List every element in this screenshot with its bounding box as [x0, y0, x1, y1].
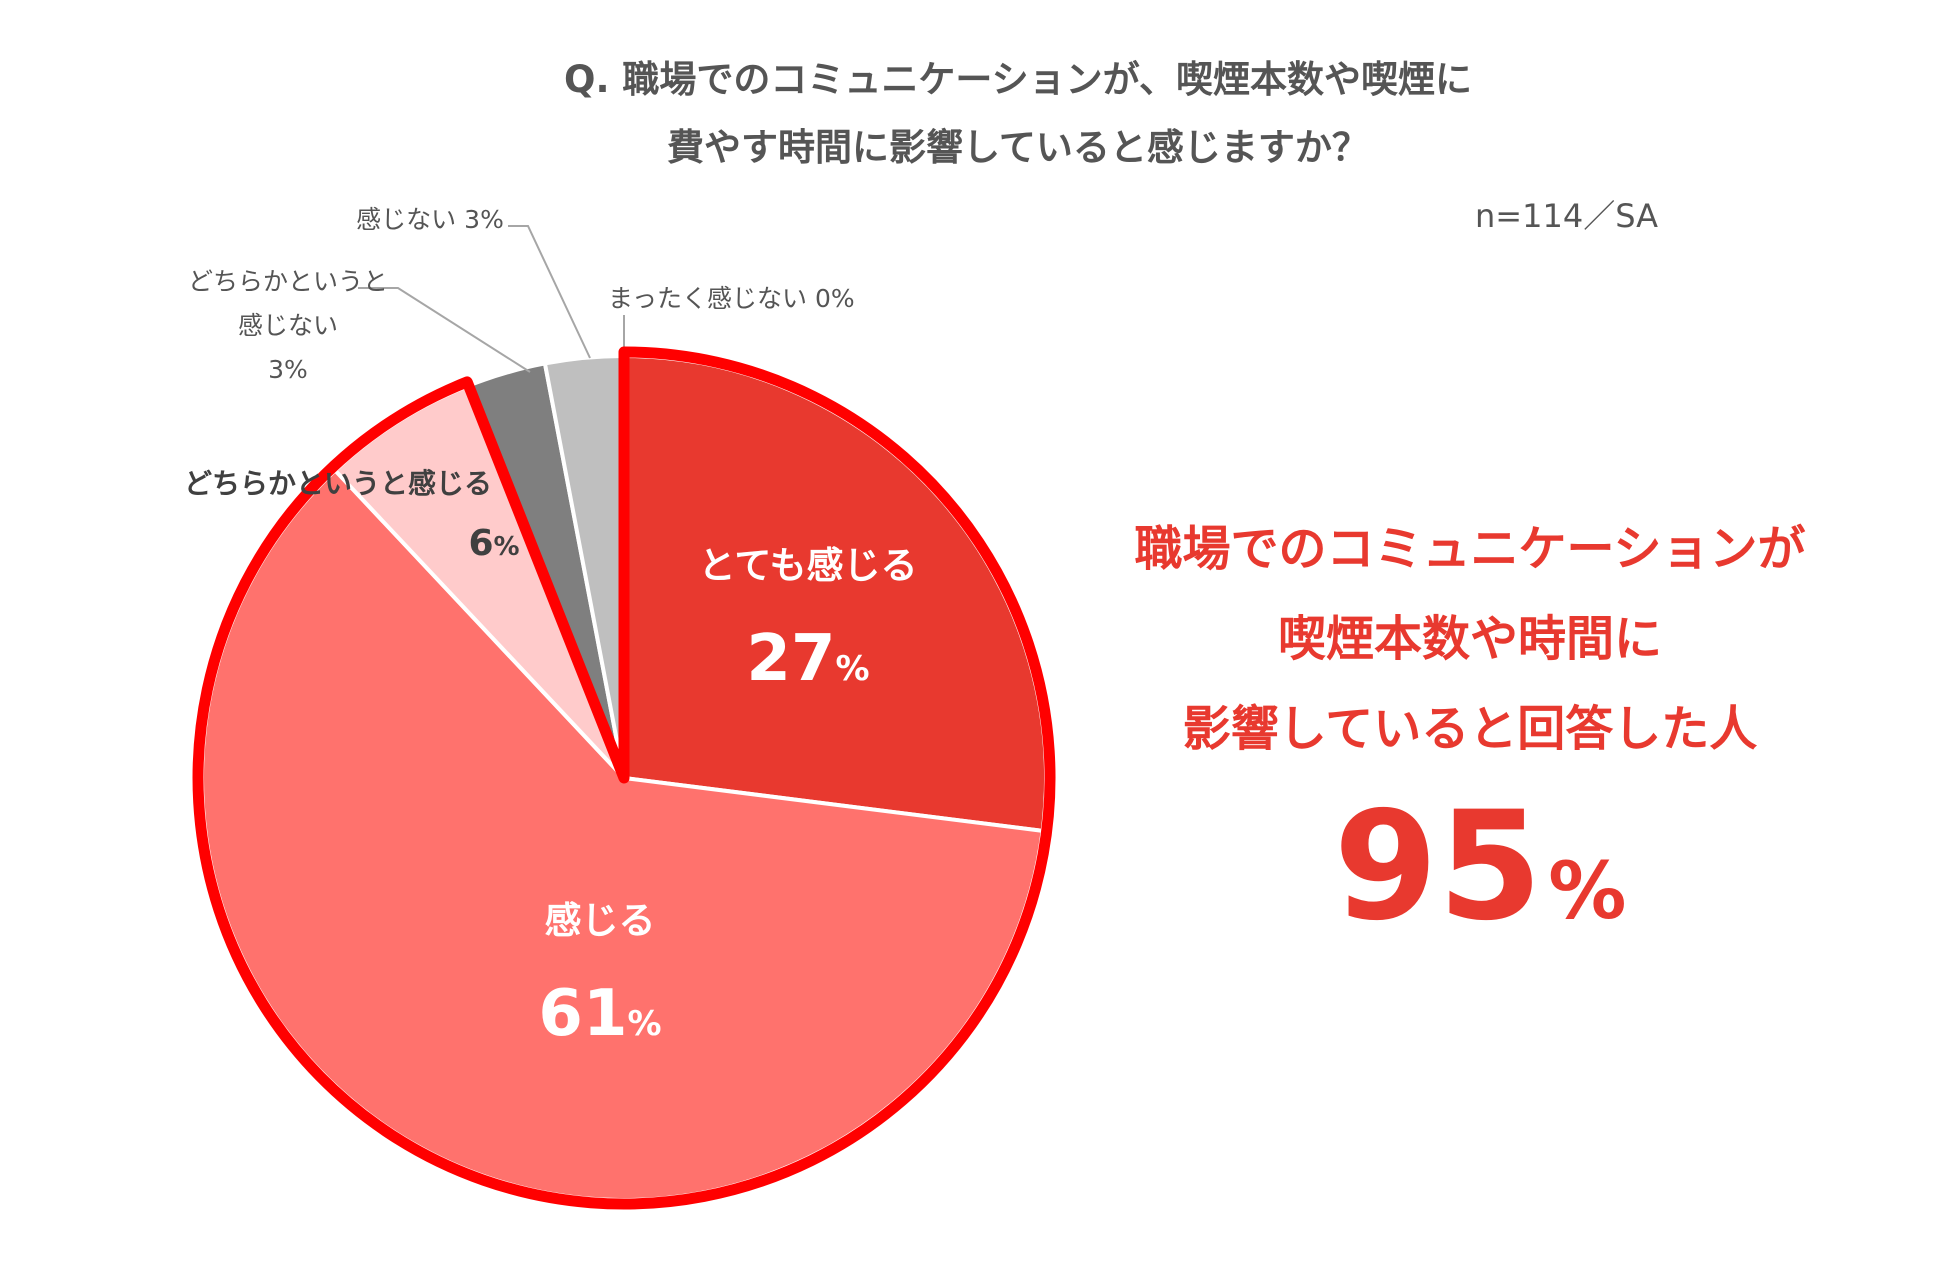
callout-line-3: 影響していると回答した人	[1183, 701, 1758, 757]
leader-line-not-feel	[508, 225, 591, 359]
callout-unit: %	[1548, 847, 1626, 937]
slice-value-unit: %	[627, 1004, 661, 1044]
slice-value-number: 27	[746, 622, 835, 696]
callout-percentage: 95%	[1334, 780, 1627, 954]
leader-line-somewhat-not-feel	[358, 287, 531, 373]
slice-label-not-feel: 感じない 3%	[356, 205, 504, 234]
highlight-outline	[192, 346, 1056, 1210]
leader-lines	[358, 225, 625, 373]
slice-label-somewhat-not-feel-line-2: 感じない	[238, 311, 338, 340]
pie-slice-very-much	[622, 354, 1048, 833]
chart-title-line-2: 費やす時間に影響していると感じますか？	[667, 126, 1369, 169]
slice-value-text: 0%	[815, 284, 855, 313]
slice-label-text: 感じない	[356, 205, 456, 234]
sample-size-note: n=114／SA	[1475, 197, 1658, 235]
slice-label-somewhat-feel: どちらかというと感じる	[184, 467, 492, 500]
callout-line-1: 職場でのコミュニケーションが	[1134, 521, 1805, 577]
slice-value-unit: %	[835, 649, 869, 689]
slice-label-somewhat-not-feel-line-1: どちらかというと	[188, 267, 388, 296]
pie-slices	[200, 354, 1048, 1202]
slice-value-number: 61	[538, 977, 627, 1051]
slice-value-somewhat-not-feel: 3%	[268, 355, 308, 384]
callout-line-2: 喫煙本数や時間に	[1278, 611, 1662, 667]
slice-value-feel: 61%	[538, 977, 661, 1051]
chart-title-line-1: Q. 職場でのコミュニケーションが、喫煙本数や喫煙に	[564, 58, 1472, 101]
slice-label-feel: 感じる	[545, 899, 656, 942]
callout-value: 95	[1334, 780, 1543, 954]
slice-value-text: 3%	[464, 205, 504, 234]
slice-value-very-much: 27%	[746, 622, 869, 696]
slice-label-text: まったく感じない	[608, 284, 807, 313]
slice-value-somewhat-feel: 6%	[468, 523, 519, 564]
slice-value-number: 6	[468, 523, 493, 564]
slice-label-very-much: とても感じる	[698, 544, 917, 587]
slice-value-unit: %	[494, 532, 520, 562]
slice-label-not-at-all: まったく感じない 0%	[608, 284, 855, 313]
